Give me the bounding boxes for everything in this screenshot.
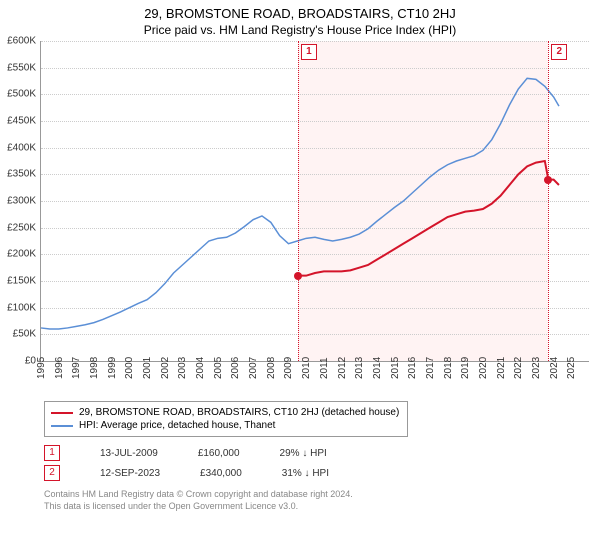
x-tick-label: 2016 bbox=[407, 357, 418, 379]
x-tick-label: 2008 bbox=[266, 357, 277, 379]
x-tick-label: 2013 bbox=[354, 357, 365, 379]
chart-badge: 2 bbox=[551, 44, 567, 60]
x-tick-label: 2015 bbox=[390, 357, 401, 379]
x-tick-label: 2022 bbox=[513, 357, 524, 379]
transaction-date: 12-SEP-2023 bbox=[100, 468, 160, 479]
x-tick-label: 2000 bbox=[124, 357, 135, 379]
y-tick-label: £300K bbox=[7, 196, 36, 207]
transaction-table: 1 13-JUL-2009 £160,000 29% ↓ HPI 2 12-SE… bbox=[44, 443, 600, 483]
x-tick-label: 2020 bbox=[478, 357, 489, 379]
x-tick-label: 2011 bbox=[319, 357, 330, 379]
transaction-row: 1 13-JUL-2009 £160,000 29% ↓ HPI bbox=[44, 443, 600, 463]
footer-line-2: This data is licensed under the Open Gov… bbox=[44, 501, 600, 513]
footer-line-1: Contains HM Land Registry data © Crown c… bbox=[44, 489, 600, 501]
chart-badge: 1 bbox=[301, 44, 317, 60]
y-tick-label: £200K bbox=[7, 249, 36, 260]
y-tick-label: £0 bbox=[25, 356, 36, 367]
y-tick-label: £250K bbox=[7, 222, 36, 233]
footer: Contains HM Land Registry data © Crown c… bbox=[44, 489, 600, 512]
x-tick-label: 2002 bbox=[160, 357, 171, 379]
x-tick-label: 1995 bbox=[36, 357, 47, 379]
series-line bbox=[41, 78, 559, 329]
x-tick-label: 2025 bbox=[566, 357, 577, 379]
chart-subtitle: Price paid vs. HM Land Registry's House … bbox=[0, 21, 600, 41]
chart-title: 29, BROMSTONE ROAD, BROADSTAIRS, CT10 2H… bbox=[0, 0, 600, 21]
x-axis-labels: 1995199619971998199920002001200220032004… bbox=[40, 363, 588, 393]
x-tick-label: 2003 bbox=[177, 357, 188, 379]
x-tick-label: 2018 bbox=[443, 357, 454, 379]
x-tick-label: 2005 bbox=[213, 357, 224, 379]
transaction-diff: 31% ↓ HPI bbox=[282, 468, 329, 479]
transaction-price: £340,000 bbox=[200, 468, 242, 479]
transaction-diff: 29% ↓ HPI bbox=[280, 448, 327, 459]
x-tick-label: 2009 bbox=[283, 357, 294, 379]
y-tick-label: £150K bbox=[7, 276, 36, 287]
y-tick-label: £100K bbox=[7, 302, 36, 313]
plot-area: 12 bbox=[40, 41, 589, 362]
x-tick-label: 2010 bbox=[301, 357, 312, 379]
x-tick-label: 2012 bbox=[337, 357, 348, 379]
y-tick-label: £500K bbox=[7, 89, 36, 100]
transaction-price: £160,000 bbox=[198, 448, 240, 459]
y-tick-label: £50K bbox=[13, 329, 36, 340]
y-axis-labels: £0 £50K £100K £150K £200K £250K £300K £350K £400… bbox=[0, 41, 38, 393]
legend-item-hpi: HPI: Average price, detached house, Than… bbox=[51, 419, 401, 432]
legend-item-price: 29, BROMSTONE ROAD, BROADSTAIRS, CT10 2H… bbox=[51, 406, 401, 419]
x-tick-label: 2024 bbox=[549, 357, 560, 379]
chart-container: 29, BROMSTONE ROAD, BROADSTAIRS, CT10 2H… bbox=[0, 0, 600, 560]
x-tick-label: 1998 bbox=[89, 357, 100, 379]
x-tick-label: 2023 bbox=[531, 357, 542, 379]
line-series bbox=[41, 41, 589, 361]
transaction-badge: 1 bbox=[44, 445, 60, 461]
x-tick-label: 2019 bbox=[460, 357, 471, 379]
transaction-badge: 2 bbox=[44, 465, 60, 481]
y-tick-label: £350K bbox=[7, 169, 36, 180]
x-tick-label: 2001 bbox=[142, 357, 153, 379]
price-marker bbox=[294, 272, 302, 280]
x-tick-label: 1997 bbox=[71, 357, 82, 379]
y-tick-label: £600K bbox=[7, 36, 36, 47]
y-tick-label: £550K bbox=[7, 62, 36, 73]
legend-label-price: 29, BROMSTONE ROAD, BROADSTAIRS, CT10 2H… bbox=[79, 407, 399, 418]
y-tick-label: £400K bbox=[7, 142, 36, 153]
transaction-date: 13-JUL-2009 bbox=[100, 448, 158, 459]
legend-swatch-hpi bbox=[51, 425, 73, 427]
y-tick-label: £450K bbox=[7, 116, 36, 127]
price-marker bbox=[544, 176, 552, 184]
legend-swatch-price bbox=[51, 412, 73, 414]
legend: 29, BROMSTONE ROAD, BROADSTAIRS, CT10 2H… bbox=[44, 401, 408, 437]
x-tick-label: 2007 bbox=[248, 357, 259, 379]
x-tick-label: 1999 bbox=[107, 357, 118, 379]
legend-label-hpi: HPI: Average price, detached house, Than… bbox=[79, 420, 275, 431]
x-tick-label: 1996 bbox=[54, 357, 65, 379]
transaction-row: 2 12-SEP-2023 £340,000 31% ↓ HPI bbox=[44, 463, 600, 483]
x-tick-label: 2017 bbox=[425, 357, 436, 379]
chart-area: £0£50K£100K£150K£200K£250K£300K£350K£400… bbox=[40, 41, 600, 393]
x-tick-label: 2006 bbox=[230, 357, 241, 379]
x-tick-label: 2021 bbox=[496, 357, 507, 379]
x-tick-label: 2014 bbox=[372, 357, 383, 379]
x-tick-label: 2004 bbox=[195, 357, 206, 379]
